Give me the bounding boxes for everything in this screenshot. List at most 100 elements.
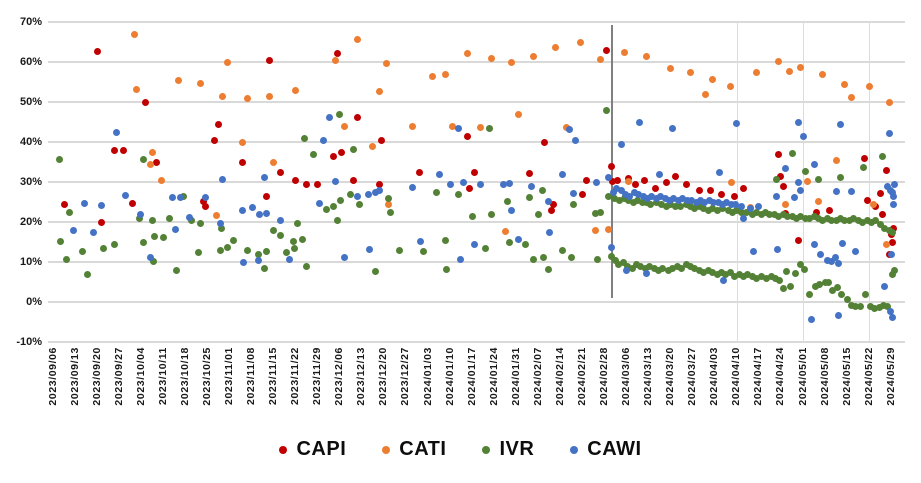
data-point-ivr [791,269,799,277]
data-point-cawi [795,119,803,127]
x-axis-tick: 2024/04/17 [752,347,765,406]
gridline-horizontal [48,181,905,183]
data-point-cawi [701,198,709,206]
data-point-ivr [859,218,867,226]
data-point-ivr [700,204,708,212]
y-axis-tick: 20% [19,216,42,228]
data-point-ivr [79,248,87,256]
data-point-cawi [186,213,194,221]
data-point-ivr [801,168,809,176]
data-point-ivr [766,210,774,218]
data-point-ivr [871,304,879,312]
data-point-ivr [709,204,717,212]
data-point-cawi [688,196,696,204]
data-point-ivr [223,244,231,252]
data-point-cawi [810,160,818,168]
x-axis-tick: 2024/01/31 [509,347,522,406]
data-point-cawi [371,189,379,197]
data-point-cawi [375,187,383,195]
data-point-ivr [739,272,747,280]
data-point-cawi [891,180,899,188]
data-point-cawi [817,250,825,258]
data-point-cawi [626,192,634,200]
x-axis-tick: 2023/11/29 [311,347,324,405]
data-point-cawi [409,183,417,191]
data-point-cati [382,59,390,67]
data-point-ivr [197,219,205,227]
data-point-cawi [477,180,485,188]
data-point-cawi [459,179,467,187]
y-axis-tick: -10% [16,336,42,348]
data-point-capi [120,147,128,155]
data-point-cawi [674,196,682,204]
data-point-cati [369,142,377,150]
data-point-cawi [570,189,578,197]
y-axis-tick: 10% [19,256,42,268]
data-point-cati [219,92,227,100]
data-point-ivr [801,214,809,222]
data-point-ivr [673,262,681,270]
y-axis-tick: 30% [19,176,42,188]
data-point-cawi [366,245,374,253]
data-point-ivr [771,274,779,282]
data-point-cati [442,70,450,78]
legend-swatch-icon [570,445,579,454]
data-point-cati [596,55,604,63]
data-point-capi [353,113,361,121]
data-point-ivr [695,266,703,274]
data-point-ivr [848,301,856,309]
data-point-cawi [331,178,339,186]
x-axis-tick: 2024/01/17 [465,347,478,406]
data-point-cati [552,43,560,51]
data-point-ivr [753,208,761,216]
data-point-ivr [744,270,752,278]
data-point-cawi [739,214,747,222]
data-point-cawi [714,198,722,206]
data-point-ivr [634,196,642,204]
data-point-cati [514,110,522,118]
data-point-ivr [195,248,203,256]
data-point-capi [334,49,342,57]
data-point-ivr [135,214,143,222]
data-point-capi [466,184,474,192]
data-point-cawi [774,245,782,253]
data-point-ivr [891,266,899,274]
data-point-cawi [617,141,625,149]
data-point-cawi [683,196,691,204]
data-point-capi [878,210,886,218]
data-point-capi [889,224,897,232]
data-point-cawi [887,250,895,258]
data-point-capi [329,152,337,160]
data-point-ivr [838,290,846,298]
gridline-horizontal [48,341,905,343]
data-point-cati [727,179,735,187]
data-point-ivr [888,228,896,236]
data-point-cati [409,122,417,130]
data-point-cawi [122,192,130,200]
x-axis-tick: 2024/03/27 [686,347,699,406]
data-point-ivr [691,264,699,272]
data-point-ivr [395,247,403,255]
data-point-ivr [642,198,650,206]
data-point-capi [201,202,209,210]
data-point-cati [340,122,348,130]
data-point-ivr [62,255,70,263]
data-point-ivr [371,268,379,276]
data-point-cawi [353,192,361,200]
data-point-ivr [717,268,725,276]
data-point-capi [263,193,271,201]
data-point-cawi [470,241,478,249]
data-point-cawi [613,184,621,192]
data-point-capi [550,200,558,208]
x-axis-tick: 2023/10/11 [156,347,169,405]
x-axis-tick: 2024/04/10 [730,347,743,406]
data-point-ivr [658,200,666,208]
data-point-ivr [695,202,703,210]
x-axis-tick: 2024/03/13 [642,347,655,406]
data-point-cati [605,225,613,233]
data-point-cawi [715,169,723,177]
data-point-cawi [219,176,227,184]
data-point-cawi [435,171,443,179]
data-point-ivr [682,260,690,268]
data-point-ivr [832,216,840,224]
